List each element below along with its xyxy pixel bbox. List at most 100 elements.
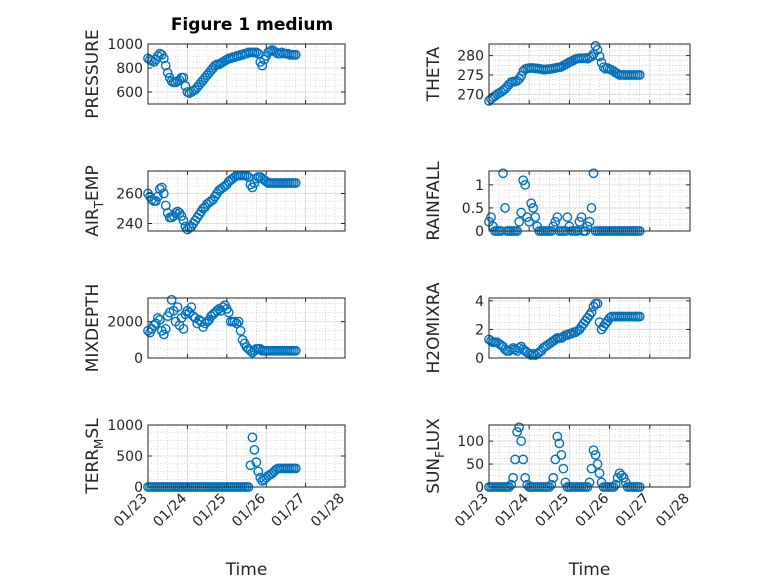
panel-0-data-point: [290, 49, 301, 60]
panel-4-data-point: [231, 318, 242, 329]
panel-7-data-point: [594, 468, 605, 479]
panel-7-data-point: [556, 449, 567, 460]
panel-2-data-point: [150, 196, 161, 206]
panel-6-data-point: [245, 460, 256, 471]
panel-4-data-point: [166, 294, 177, 305]
panel-6-terr-msl-axes: 0 500 1000 01/23 01/24 01/25 01/26 01/27 01/28 Ti…: [83, 418, 348, 580]
panel-1-ytick-label: 270: [457, 87, 484, 103]
panel-1-axes-box: [488, 43, 691, 105]
panel-5-ytick-label: 2: [475, 322, 484, 338]
panel-2-data-point: [247, 182, 258, 193]
panel-6-data-point: [247, 432, 258, 443]
panel-7-data-point: [552, 431, 563, 442]
panel-3-data-point: [586, 203, 597, 213]
panel-3-axes-box: [488, 170, 691, 232]
panel-3-y-axis-label: RAINFALL: [424, 161, 444, 241]
panel-2-ytick-label: 240: [116, 217, 143, 233]
panel-7-data-point: [508, 472, 519, 483]
panel-7-data-point: [516, 436, 527, 446]
panel-3-rainfall-axes: 0 0.5 1 RAINFALL: [424, 161, 691, 241]
panel-3-data-point: [498, 168, 508, 179]
panel-4-data-point: [149, 320, 159, 331]
panel-3-data-point: [520, 179, 531, 190]
panel-0-data-point: [158, 53, 169, 64]
panel-7-xtick-label: 01/26: [573, 490, 613, 530]
panel-0-axes-box: [147, 43, 346, 105]
panel-0-y-axis-label: PRESSURE: [83, 29, 103, 118]
panel-7-sun-flux-axes: 0 50 100 01/23 01/24 01/25 01/26 01/27 01/28 Time…: [424, 418, 693, 580]
panel-7-ytick-label: 0: [475, 480, 484, 496]
panel-2-data-point: [158, 188, 169, 199]
panel-0-ytick-label: 800: [116, 61, 143, 77]
panel-3-data-point: [574, 216, 585, 227]
panel-6-data-point: [251, 457, 262, 468]
panel-0-data-point: [180, 81, 191, 91]
panel-7-ytick-label: 50: [466, 457, 484, 473]
panel-6-xtick-label: 01/25: [190, 491, 230, 531]
panel-6-xtick-label: 01/26: [229, 490, 269, 530]
panel-4-axes-box: [147, 297, 346, 359]
panel-4-data-point: [172, 302, 183, 312]
panel-4-data-point: [229, 316, 240, 327]
panel-0-data-point: [162, 67, 173, 78]
panel-6-xtick-label: 01/28: [308, 491, 348, 531]
panel-7-xtick-label: 01/24: [492, 490, 532, 530]
panel-3-data-point: [500, 203, 510, 213]
panel-2-data-point: [176, 211, 187, 221]
panel-6-data-point: [290, 463, 301, 474]
panel-6-ytick-label: 1000: [107, 418, 143, 434]
panel-4-data-point: [154, 314, 165, 325]
panel-1-data-point: [594, 51, 605, 62]
panel-4-data-point: [152, 313, 163, 323]
panel-1-y-axis-label: THETA: [424, 46, 444, 102]
panel-1-data-point: [634, 70, 645, 80]
panel-0-ytick-label: 600: [116, 85, 143, 101]
panel-2-axes-box: [147, 170, 346, 232]
panel-7-data-point: [520, 472, 531, 483]
panel-0-data-point: [152, 51, 163, 61]
panel-7-data-point: [592, 459, 603, 469]
panel-2-ytick-label: 260: [116, 187, 143, 203]
panel-3-data-point: [552, 212, 563, 223]
panel-6-y-axis-label: TERRMSL: [83, 418, 106, 495]
panel-3-data-point: [550, 216, 561, 227]
panel-7-data-point: [548, 472, 559, 483]
panel-7-data-point: [586, 463, 597, 474]
panel-7-data-point: [514, 422, 525, 433]
panel-4-data-point: [290, 345, 301, 356]
panel-5-axes-box: [488, 297, 691, 359]
panel-2-data-point: [178, 215, 189, 226]
panel-7-data-point: [550, 454, 561, 465]
panel-4-data-point: [160, 324, 171, 334]
panel-0-data-point: [251, 47, 262, 58]
panel-7-data-point: [506, 479, 517, 490]
panel-2-y-axis-label: AIRTEMP: [83, 165, 106, 236]
panel-6-ytick-label: 0: [134, 480, 143, 496]
panel-7-data-point: [518, 454, 529, 465]
panel-4-ytick-label: 0: [134, 351, 143, 367]
panel-3-data-point: [528, 203, 539, 213]
panel-3-ytick-label: 1: [475, 178, 484, 194]
panel-7-xtick-label: 01/23: [452, 491, 492, 531]
panel-5-data-point: [592, 298, 603, 309]
panel-5-y-axis-label: H2OMIXRA: [424, 282, 444, 373]
panel-0-data-point: [257, 60, 268, 71]
panel-3-data-point: [588, 168, 599, 179]
panel-7-y-axis-label: SUNFLUX: [424, 418, 447, 494]
panel-1-theta-axes: 270 275 280 THETA: [424, 41, 691, 106]
panel-1-ytick-label: 280: [457, 49, 484, 65]
panel-3-data-point: [524, 216, 535, 227]
panel-1-ytick-label: 275: [457, 68, 484, 84]
panel-7-axes-box: [488, 424, 691, 488]
panel-7-data-point: [512, 426, 523, 437]
panel-6-data-point: [249, 444, 260, 455]
panel-6-x-axis-label: Time: [225, 560, 268, 580]
panel-2-data-point: [290, 178, 301, 188]
panel-7-data-point: [610, 479, 621, 490]
panel-6-ytick-label: 500: [116, 449, 143, 465]
panel-4-data-point: [233, 316, 244, 327]
panel-5-ytick-label: 4: [475, 294, 484, 310]
figure-title: Figure 1 medium: [171, 15, 333, 35]
panel-7-data-point: [590, 449, 601, 460]
